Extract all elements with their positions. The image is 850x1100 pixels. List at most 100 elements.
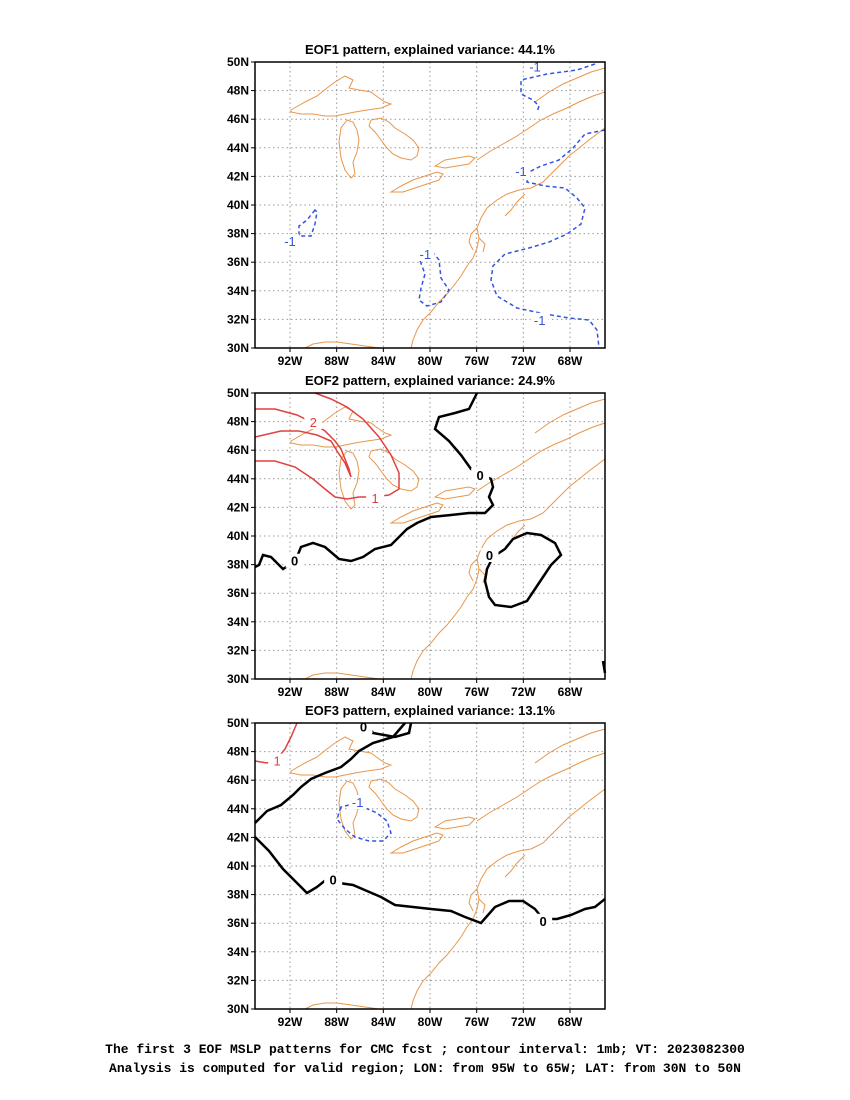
contour-label: -1: [284, 234, 296, 249]
contour-label-bg: [304, 415, 323, 430]
contour-plus2: [254, 408, 352, 478]
grid: [255, 62, 605, 348]
y-tick-label: 36N: [227, 255, 249, 269]
y-tick-label: 46N: [227, 443, 249, 457]
contour-label-bg: [268, 753, 287, 768]
contour-label-bg: [324, 872, 343, 887]
contour-label-bg: [366, 490, 385, 505]
contour-minus1-west: [298, 208, 318, 237]
x-tick-label: 84W: [371, 685, 396, 699]
contour-label: -1: [534, 313, 546, 328]
contour-label: -1: [420, 247, 432, 262]
x-tick-label: 76W: [464, 685, 489, 699]
contour-label: 1: [274, 754, 281, 769]
contour-label: 0: [360, 719, 367, 734]
y-tick-label: 44N: [227, 141, 249, 155]
panel-eof2: EOF2 pattern, explained variance: 24.9% …: [227, 373, 607, 699]
x-tick-label: 80W: [418, 1015, 443, 1029]
x-tick-label: 92W: [278, 354, 303, 368]
x-tick-label: 68W: [558, 354, 583, 368]
y-tick-label: 46N: [227, 112, 249, 126]
contour-label: 0: [486, 548, 493, 563]
contour-zero-loop: [483, 531, 563, 609]
y-tick-label: 50N: [227, 716, 249, 730]
contour-label: -1: [529, 60, 541, 75]
x-tick-label: 92W: [278, 685, 303, 699]
y-tick-label: 30N: [227, 672, 249, 686]
grid: [255, 723, 605, 1009]
y-tick-label: 44N: [227, 472, 249, 486]
contour-label-bg: [281, 234, 299, 249]
y-tick-label: 38N: [227, 558, 249, 572]
contour-label: 0: [330, 872, 337, 887]
axis-ticks: 92W 88W 84W 80W 76W 72W 68W 50N 48N 46N 44N 42N 40N 3…: [227, 386, 583, 699]
contour-label-bg: [526, 59, 544, 74]
y-tick-label: 34N: [227, 945, 249, 959]
x-tick-label: 76W: [464, 354, 489, 368]
panel-eof1: EOF1 pattern, explained variance: 44.1% …: [227, 42, 606, 368]
y-tick-label: 36N: [227, 916, 249, 930]
y-tick-label: 32N: [227, 973, 249, 987]
contour-minus1-northeast: [520, 63, 596, 113]
contour-label-bg: [530, 312, 549, 327]
y-tick-label: 40N: [227, 529, 249, 543]
x-tick-label: 80W: [418, 685, 443, 699]
contour-label: 0: [540, 914, 547, 929]
contour-label-bg: [471, 467, 490, 482]
y-tick-label: 50N: [227, 55, 249, 69]
contour-zero-north: [254, 392, 495, 571]
contours: [298, 63, 606, 349]
x-tick-label: 88W: [324, 1015, 349, 1029]
caption-line-1: The first 3 EOF MSLP patterns for CMC fc…: [105, 1042, 745, 1057]
y-tick-label: 38N: [227, 227, 249, 241]
y-tick-label: 34N: [227, 615, 249, 629]
contour-label-bg: [285, 553, 304, 568]
y-tick-label: 48N: [227, 745, 249, 759]
y-tick-label: 46N: [227, 773, 249, 787]
y-tick-label: 30N: [227, 1002, 249, 1016]
x-tick-label: 84W: [371, 1015, 396, 1029]
x-tick-label: 68W: [558, 685, 583, 699]
panel-eof3: EOF3 pattern, explained variance: 13.1% …: [227, 703, 606, 1029]
x-tick-label: 80W: [418, 354, 443, 368]
y-tick-label: 40N: [227, 198, 249, 212]
y-tick-label: 42N: [227, 830, 249, 844]
grid: [255, 393, 605, 679]
y-tick-label: 40N: [227, 859, 249, 873]
panel-title: EOF3 pattern, explained variance: 13.1%: [305, 703, 555, 718]
contour-label: 0: [291, 554, 298, 569]
y-tick-label: 32N: [227, 312, 249, 326]
y-tick-label: 48N: [227, 84, 249, 98]
contour-label-bg: [348, 795, 367, 810]
y-tick-label: 30N: [227, 341, 249, 355]
coastline: [290, 67, 606, 349]
axis-ticks: 92W 88W 84W 80W 76W 72W 68W 50N 48N 46N 44N 42N 40N 3…: [227, 55, 583, 368]
contour-label: -1: [352, 795, 364, 810]
y-tick-label: 42N: [227, 169, 249, 183]
contour-zero-south: [254, 836, 606, 925]
contour-labels: -1 -1 -1 -1 -1: [281, 59, 549, 328]
x-tick-label: 88W: [324, 354, 349, 368]
x-tick-label: 68W: [558, 1015, 583, 1029]
contour-label-bg: [480, 548, 499, 563]
panel-title: EOF1 pattern, explained variance: 44.1%: [305, 42, 555, 57]
y-tick-label: 44N: [227, 802, 249, 816]
y-tick-label: 50N: [227, 386, 249, 400]
contour-label: 0: [477, 468, 484, 483]
contour-label-bg: [534, 913, 553, 928]
x-tick-label: 72W: [511, 354, 536, 368]
y-tick-label: 48N: [227, 415, 249, 429]
coastline: [290, 728, 606, 1010]
y-tick-label: 36N: [227, 586, 249, 600]
axis-ticks: 92W 88W 84W 80W 76W 72W 68W 50N 48N 46N 44N 42N 40N 3…: [227, 716, 583, 1029]
contour-labels: 2 1 0 0 0: [285, 415, 499, 569]
x-tick-label: 88W: [324, 685, 349, 699]
y-tick-label: 34N: [227, 284, 249, 298]
y-tick-label: 32N: [227, 643, 249, 657]
panel-title: EOF2 pattern, explained variance: 24.9%: [305, 373, 555, 388]
x-tick-label: 92W: [278, 1015, 303, 1029]
contour-zero-north: [254, 722, 406, 824]
x-tick-label: 72W: [511, 1015, 536, 1029]
caption-line-2: Analysis is computed for valid region; L…: [109, 1061, 741, 1076]
